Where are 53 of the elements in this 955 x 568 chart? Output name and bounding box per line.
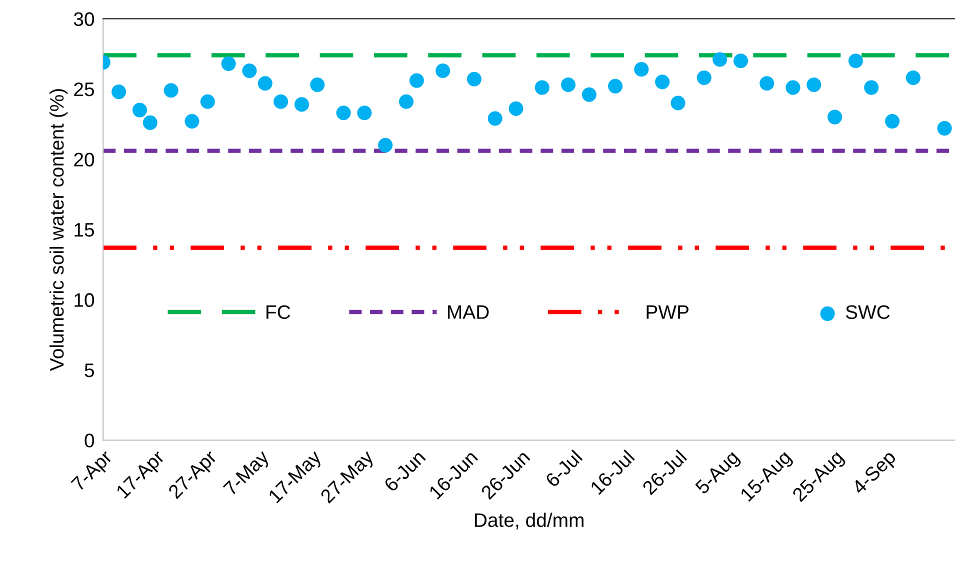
- point: [508, 101, 524, 116]
- y-axis-title: Volumetric soil water content (%): [50, 89, 68, 371]
- point: [357, 106, 372, 120]
- point: [398, 94, 414, 109]
- point: [608, 78, 623, 94]
- y-tick-label: 30: [74, 12, 94, 26]
- point: [712, 52, 728, 67]
- legend-label: SWC: [846, 305, 890, 319]
- point: [184, 114, 200, 129]
- point: [634, 62, 649, 77]
- y-tick-label: 20: [74, 152, 94, 166]
- legend-label: FC: [266, 305, 290, 319]
- point: [466, 72, 482, 86]
- point: [112, 84, 126, 100]
- point: [258, 76, 272, 91]
- point: [828, 110, 842, 124]
- legend-label: MAD: [448, 305, 489, 319]
- point: [560, 77, 576, 92]
- point: [733, 54, 748, 68]
- point: [786, 80, 800, 95]
- point: [221, 56, 236, 71]
- point: [534, 80, 550, 95]
- point: [132, 102, 148, 118]
- point: [670, 96, 686, 110]
- point: [885, 114, 900, 129]
- y-tick-label: 25: [74, 82, 94, 96]
- point: [310, 77, 325, 92]
- point: [864, 80, 879, 95]
- legend-label: PWP: [646, 305, 688, 319]
- y-tick-label: 5: [84, 364, 94, 378]
- x-axis-title: Date, dd/mm: [475, 512, 584, 530]
- point: [760, 76, 774, 91]
- y-tick-label: 10: [74, 293, 94, 307]
- point: [378, 138, 393, 152]
- point: [164, 83, 178, 98]
- point: [582, 87, 596, 102]
- point: [242, 63, 257, 78]
- point: [336, 106, 351, 120]
- point: [409, 73, 424, 88]
- point: [488, 111, 502, 126]
- y-tick-label: 15: [74, 223, 94, 237]
- point: [274, 94, 288, 109]
- point: [200, 94, 215, 109]
- point: [848, 54, 863, 68]
- y-tick-label: 0: [84, 434, 94, 448]
- point: [294, 97, 310, 112]
- point: [806, 77, 822, 92]
- point: [142, 115, 158, 130]
- point: [436, 63, 450, 78]
- point: [937, 121, 952, 136]
- point: [696, 70, 712, 86]
- point: [906, 70, 920, 86]
- point: [655, 74, 670, 90]
